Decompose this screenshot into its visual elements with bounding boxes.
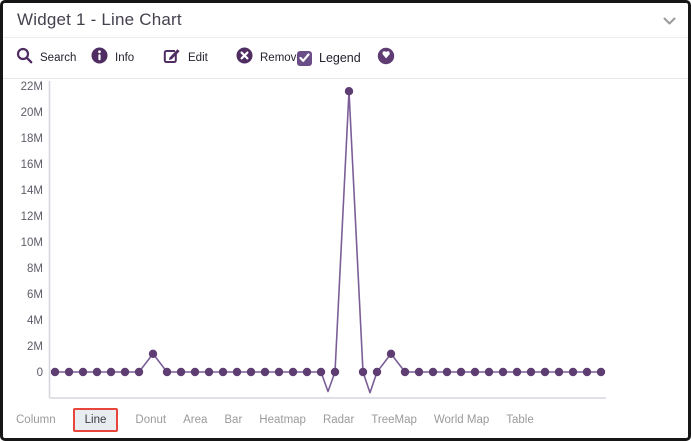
chart-type-tabbar: Column Line Donut Area Bar Heatmap Radar TreeMa… [3, 399, 688, 438]
data-point [526, 367, 536, 377]
y-axis-tick-label: 6M [27, 289, 43, 301]
data-point [344, 87, 354, 96]
search-label: Search [40, 52, 77, 64]
tab-table[interactable]: Table [506, 414, 534, 426]
globe-button[interactable] [377, 38, 395, 78]
data-point [386, 349, 396, 358]
tab-world-map[interactable]: World Map [433, 414, 490, 426]
data-point [316, 367, 326, 377]
data-point [512, 367, 522, 377]
tab-radar[interactable]: Radar [322, 414, 355, 426]
data-point [470, 367, 480, 377]
info-label: Info [115, 52, 135, 64]
globe-icon [377, 47, 395, 70]
edit-button[interactable]: Edit [163, 38, 208, 78]
data-point [246, 367, 256, 377]
data-point [302, 367, 312, 377]
y-axis-tick-label: 4M [27, 315, 43, 327]
tab-area[interactable]: Area [183, 414, 208, 426]
data-point [442, 367, 452, 377]
data-point [64, 367, 74, 377]
data-point [288, 367, 298, 377]
series-line [55, 90, 601, 394]
remove-icon [236, 47, 253, 69]
tab-line[interactable]: Line [72, 408, 119, 432]
edit-label: Edit [188, 52, 208, 64]
data-point [582, 367, 592, 377]
data-point [540, 367, 550, 377]
data-point [260, 367, 270, 377]
data-point [596, 367, 606, 377]
data-point [274, 367, 284, 377]
data-point [568, 367, 578, 377]
widget-title: Widget 1 - Line Chart [17, 10, 182, 29]
data-point [428, 367, 438, 377]
data-point [106, 367, 116, 377]
data-point [414, 367, 424, 377]
data-point [456, 367, 466, 377]
widget-toolbar: Search Info Edit [3, 38, 688, 79]
data-point [554, 367, 564, 377]
y-axis-tick-label: 20M [21, 107, 43, 119]
line-chart: 22M 20M 18M 16M 14M 12M 10M 8M 6M 4M 2M 0 [3, 79, 688, 399]
tab-heatmap[interactable]: Heatmap [259, 414, 306, 426]
data-point [218, 367, 228, 377]
legend-label: Legend [319, 51, 361, 65]
data-point [190, 367, 200, 377]
y-axis-tick-label: 10M [21, 237, 43, 249]
y-axis-tick-label: 0 [37, 367, 43, 379]
tab-bar[interactable]: Bar [224, 414, 243, 426]
info-icon [91, 47, 108, 69]
y-axis-tick-label: 18M [21, 133, 43, 145]
info-button[interactable]: Info [91, 38, 134, 78]
search-icon [16, 47, 33, 69]
line-chart-svg: 22M 20M 18M 16M 14M 12M 10M 8M 6M 4M 2M 0 [21, 81, 606, 399]
tab-treemap[interactable]: TreeMap [371, 414, 417, 426]
tab-donut[interactable]: Donut [135, 414, 167, 426]
title-bar: Widget 1 - Line Chart [3, 3, 688, 38]
legend-toggle[interactable]: Legend [297, 38, 361, 78]
edit-icon [163, 47, 181, 69]
remove-button[interactable]: Remove [236, 38, 303, 78]
y-axis-tick-label: 8M [27, 263, 43, 275]
legend-checkbox-icon[interactable] [297, 50, 312, 66]
data-point [134, 367, 144, 377]
data-point [358, 367, 368, 377]
remove-label: Remove [260, 52, 303, 64]
chevron-down-icon[interactable] [663, 13, 676, 31]
data-point [232, 367, 242, 377]
y-axis-tick-label: 14M [21, 185, 43, 197]
data-point [204, 367, 214, 377]
search-button[interactable]: Search [16, 38, 76, 78]
data-point [498, 367, 508, 377]
data-point [92, 367, 102, 377]
y-axis-tick-label: 2M [27, 341, 43, 353]
data-point [50, 367, 60, 377]
data-point [372, 367, 382, 377]
y-axis-tick-label: 22M [21, 81, 43, 93]
data-point [162, 367, 172, 377]
data-point [400, 367, 410, 377]
y-axis-tick-label: 12M [21, 211, 43, 223]
data-point [78, 367, 88, 377]
data-point [484, 367, 494, 377]
data-point [176, 367, 186, 377]
y-axis-tick-label: 16M [21, 159, 43, 171]
data-point [120, 367, 130, 377]
data-point [148, 349, 158, 358]
data-point [330, 367, 340, 377]
tab-column[interactable]: Column [16, 414, 56, 426]
